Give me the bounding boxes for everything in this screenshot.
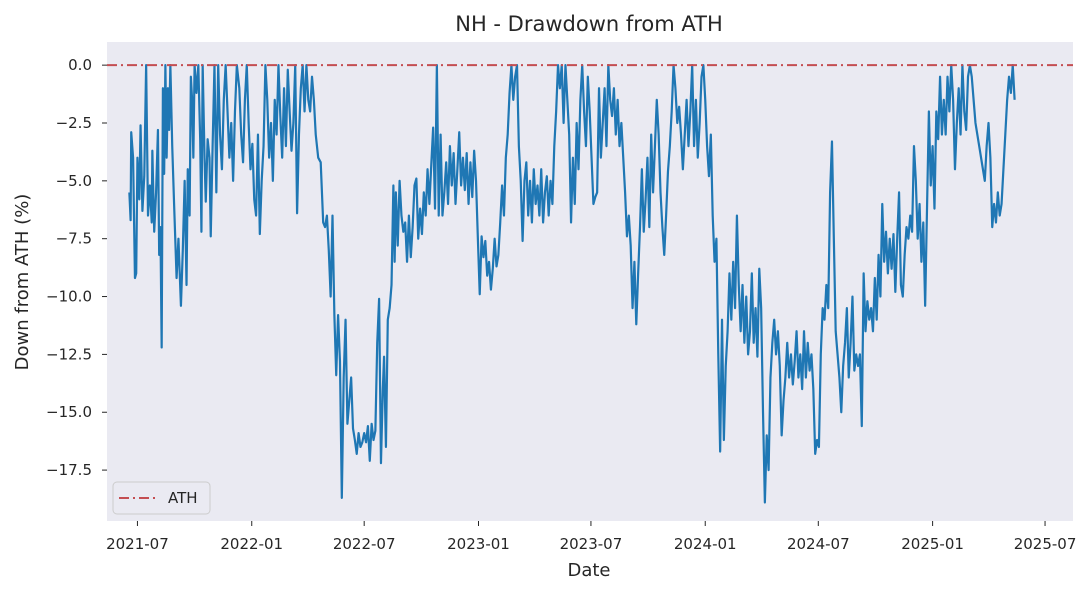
x-tick-label: 2025-07 bbox=[1014, 535, 1077, 553]
legend-box bbox=[112, 481, 211, 515]
x-axis-label: Date bbox=[567, 560, 610, 581]
x-tick-label: 2023-01 bbox=[447, 535, 510, 553]
series-layer bbox=[128, 64, 1016, 504]
x-tick-label: 2023-07 bbox=[560, 535, 623, 553]
y-axis: 0.0 −2.5 −5.0 −7.5 −10.0 −12.5 −15.0 −17.5 bbox=[46, 56, 107, 479]
x-tick-label: 2024-01 bbox=[674, 535, 737, 553]
y-tick-label: −5.0 bbox=[56, 172, 92, 190]
legend: ATH bbox=[112, 481, 211, 515]
y-tick-label: −15.0 bbox=[46, 403, 92, 421]
chart-title: NH - Drawdown from ATH bbox=[455, 12, 723, 36]
drawdown-series-line bbox=[128, 64, 1016, 504]
x-tick-label: 2022-07 bbox=[333, 535, 396, 553]
y-tick-label: −7.5 bbox=[56, 230, 92, 248]
x-tick-label: 2021-07 bbox=[106, 535, 169, 553]
y-axis-label: Down from ATH (%) bbox=[12, 194, 33, 371]
x-axis: 2021-07 2022-01 2022-07 2023-01 2023-07 2024-… bbox=[106, 521, 1076, 553]
y-tick-label: −12.5 bbox=[46, 345, 92, 363]
x-tick-label: 2025-01 bbox=[901, 535, 964, 553]
y-tick-label: −17.5 bbox=[46, 461, 92, 479]
y-tick-label: 0.0 bbox=[68, 56, 92, 74]
y-tick-label: −10.0 bbox=[46, 288, 92, 306]
x-tick-label: 2022-01 bbox=[220, 535, 283, 553]
y-tick-label: −2.5 bbox=[56, 114, 92, 132]
legend-ath-label: ATH bbox=[168, 489, 198, 507]
x-tick-label: 2024-07 bbox=[787, 535, 850, 553]
